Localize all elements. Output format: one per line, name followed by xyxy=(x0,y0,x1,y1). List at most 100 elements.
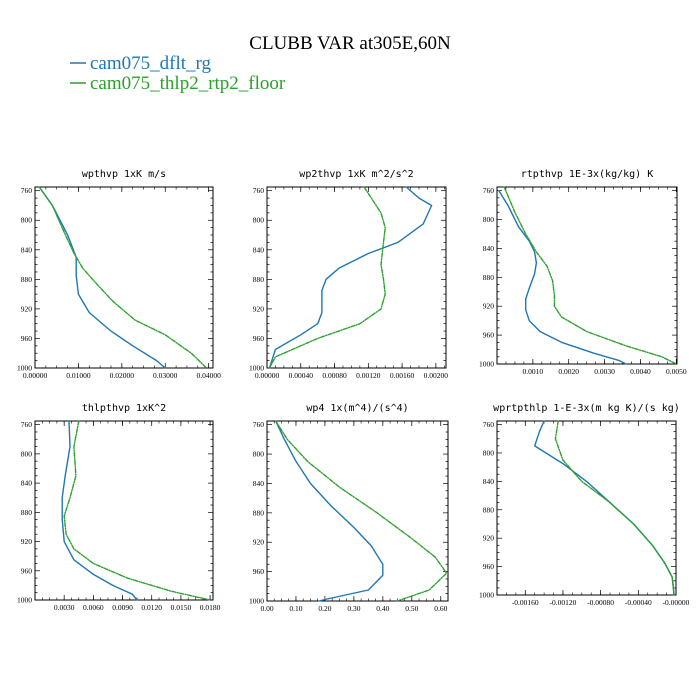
x-tick-label: 0.50 xyxy=(405,604,418,613)
plot-frame xyxy=(266,186,447,369)
panel-6: wprtpthlp 1-E-3x(m kg K)/(s kg) 760 800 840… xyxy=(479,403,690,607)
x-tick-label: 0.00080 xyxy=(322,371,347,380)
y-tick-label: 840 xyxy=(253,479,265,488)
series-line-dflt-rg xyxy=(268,186,433,369)
x-tick-label: 0.40 xyxy=(376,604,389,613)
y-tick-label: 840 xyxy=(21,479,33,488)
x-tick-label: -0.00000 xyxy=(663,598,690,607)
x-tick-label: -0.00040 xyxy=(625,598,652,607)
plot-frame xyxy=(266,420,449,602)
y-tick-label: 960 xyxy=(21,566,33,575)
y-tick-label: 760 xyxy=(483,186,495,195)
x-tick-label: 0.00000 xyxy=(23,371,48,380)
panel-title: wp4 1x(m^4)/(s^4) xyxy=(306,403,408,414)
legend: cam075_dflt_rg cam075_thlp2_rtp2_floor xyxy=(70,53,286,94)
y-tick-label: 920 xyxy=(253,304,265,313)
x-tick-label: 0.0060 xyxy=(83,603,104,612)
y-tick-label: 960 xyxy=(21,334,33,343)
panel-3: rtpthvp 1E-3x(kg/kg) K 760 800 840 880 920 960… xyxy=(479,169,687,376)
y-tick-label: 960 xyxy=(483,562,495,571)
y-tick-label: 1000 xyxy=(479,360,494,369)
y-tick-label: 960 xyxy=(253,334,265,343)
series-line-thlp2-rtp2-floor xyxy=(38,186,208,369)
panel-1: wpthvp 1xK m/s 760 800 840 880 920 960 10000.00… xyxy=(17,169,221,380)
panel-2: wp2thvp 1xK m^2/s^2 760 800 840 880 920 960 100… xyxy=(249,169,448,380)
legend-label-default: cam075_dflt_rg xyxy=(90,53,212,74)
y-tick-label: 880 xyxy=(483,505,495,514)
series-line-dflt-rg xyxy=(61,420,138,601)
y-tick-label: 1000 xyxy=(17,596,32,605)
x-tick-label: 0.00000 xyxy=(255,371,280,380)
y-tick-label: 800 xyxy=(21,216,33,225)
y-tick-label: 1000 xyxy=(249,364,264,373)
x-tick-label: 0.00120 xyxy=(356,371,381,380)
series-line-thlp2-rtp2-floor xyxy=(503,186,677,365)
panels: wpthvp 1xK m/s76080084088092096010000.00… xyxy=(17,169,690,613)
x-tick-label: 0.02000 xyxy=(110,371,135,380)
y-tick-label: 800 xyxy=(21,449,33,458)
y-tick-label: 800 xyxy=(483,448,495,457)
panel-title: rtpthvp 1E-3x(kg/kg) K xyxy=(521,169,653,180)
x-tick-label: 0.0180 xyxy=(200,603,221,612)
panel-4: thlpthvp 1xK^2 760 800 840 880 920 960 1000 0.00… xyxy=(17,403,221,612)
x-tick-label: 0.0150 xyxy=(171,603,192,612)
x-tick-label: 0.10 xyxy=(289,604,302,613)
x-tick-label: 0.0030 xyxy=(54,603,75,612)
y-tick-label: 800 xyxy=(253,216,265,225)
y-tick-label: 880 xyxy=(21,508,33,517)
series-line-dflt-rg xyxy=(275,420,384,602)
plot-frame xyxy=(496,186,678,365)
y-tick-label: 840 xyxy=(21,245,33,254)
x-tick-label: 0.0040 xyxy=(630,367,651,376)
y-tick-label: 1000 xyxy=(17,364,32,373)
y-tick-label: 880 xyxy=(21,275,33,284)
x-tick-label: 0.0030 xyxy=(594,367,615,376)
y-tick-label: 760 xyxy=(253,420,265,429)
x-tick-label: 0.20 xyxy=(318,604,331,613)
y-tick-label: 920 xyxy=(253,538,265,547)
y-tick-label: 800 xyxy=(253,450,265,459)
y-tick-label: 960 xyxy=(253,567,265,576)
y-tick-label: 920 xyxy=(483,534,495,543)
panel-title: wprtpthlp 1-E-3x(m kg K)/(s kg) xyxy=(493,403,680,414)
series-line-dflt-rg xyxy=(534,420,675,596)
y-tick-label: 880 xyxy=(253,275,265,284)
series-line-thlp2-rtp2-floor xyxy=(63,420,211,601)
y-tick-label: 1000 xyxy=(479,591,494,600)
y-tick-label: 880 xyxy=(253,508,265,517)
x-tick-label: 0.0010 xyxy=(523,367,544,376)
y-tick-label: 800 xyxy=(483,215,495,224)
y-tick-label: 760 xyxy=(21,420,33,429)
legend-entry-default: cam075_dflt_rg xyxy=(70,53,212,74)
x-tick-label: 0.03000 xyxy=(153,371,178,380)
x-tick-label: 0.0050 xyxy=(666,367,687,376)
legend-label-floor: cam075_thlp2_rtp2_floor xyxy=(90,73,286,94)
plot-frame xyxy=(34,186,214,369)
series-line-thlp2-rtp2-floor xyxy=(554,420,675,596)
x-tick-label: 0.00040 xyxy=(289,371,314,380)
series-line-dflt-rg xyxy=(498,189,627,365)
y-tick-label: 760 xyxy=(253,186,265,195)
x-tick-label: -0.00120 xyxy=(550,598,577,607)
panel-title: thlpthvp 1xK^2 xyxy=(82,403,166,414)
y-tick-label: 920 xyxy=(483,302,495,311)
y-tick-label: 880 xyxy=(483,273,495,282)
x-tick-label: 0.30 xyxy=(347,604,360,613)
x-tick-label: 0.0020 xyxy=(558,367,579,376)
x-tick-label: 0.0120 xyxy=(141,603,162,612)
y-tick-label: 960 xyxy=(483,331,495,340)
panel-5: wp4 1x(m^4)/(s^4)76080084088092096010000… xyxy=(249,403,449,613)
panel-title: wp2thvp 1xK m^2/s^2 xyxy=(299,169,413,180)
figure-title: CLUBB VAR at305E,60N xyxy=(249,33,451,54)
panel-title: wpthvp 1xK m/s xyxy=(82,169,166,180)
x-tick-label: -0.00160 xyxy=(512,598,539,607)
y-tick-label: 760 xyxy=(483,420,495,429)
plot-frame xyxy=(34,420,214,601)
y-tick-label: 840 xyxy=(483,477,495,486)
x-tick-label: 0.0090 xyxy=(112,603,133,612)
plot-frame xyxy=(496,420,677,596)
x-tick-label: 0.01000 xyxy=(66,371,91,380)
x-tick-label: 0.60 xyxy=(434,604,447,613)
y-tick-label: 760 xyxy=(21,186,33,195)
